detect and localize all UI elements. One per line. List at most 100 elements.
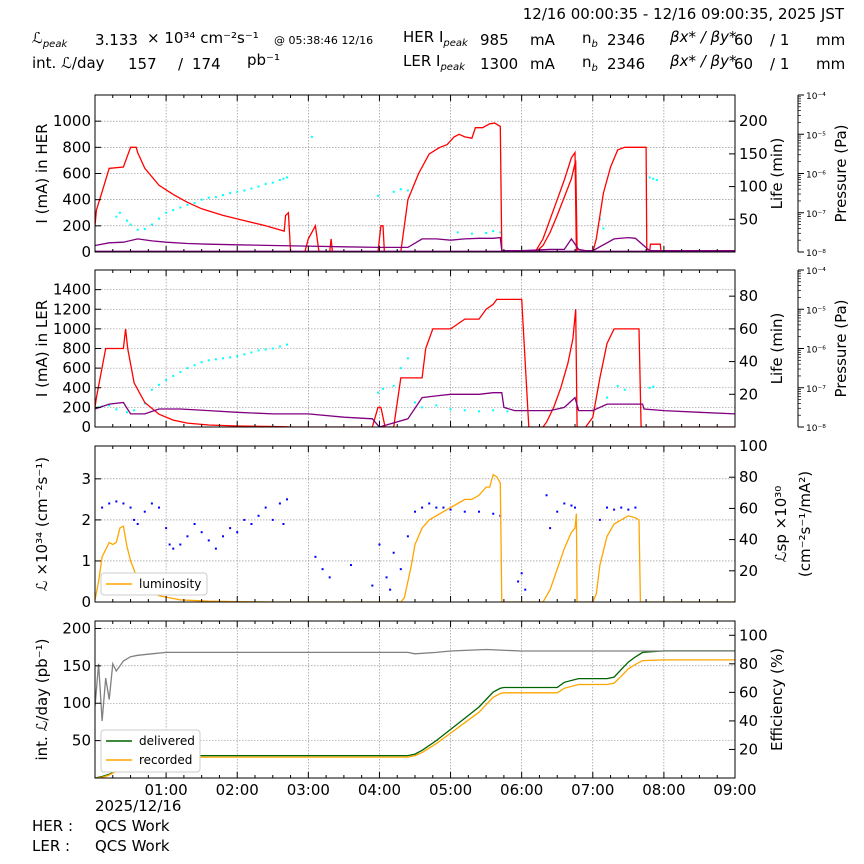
ytick-label-her-0: 0 <box>81 243 91 261</box>
lsp-point-13 <box>179 543 182 546</box>
lsp-point-43 <box>428 502 431 505</box>
xtick-label-6: 07:00 <box>571 781 614 799</box>
lsp-point-11 <box>168 543 171 546</box>
series-ler-current-0 <box>95 298 735 427</box>
pressure-point-her-27 <box>310 135 313 138</box>
lsp-point-45 <box>442 506 445 509</box>
ytick-label-intlumi-100: 100 <box>62 694 91 712</box>
ytick-label-her-1000: 1000 <box>53 112 91 130</box>
pressure-point-ler-20 <box>243 353 246 356</box>
ylabel-right-ler: Life (min) <box>768 313 786 385</box>
lsp-point-55 <box>549 527 552 530</box>
ptick-label-her-0: 10⁻⁸ <box>806 249 826 259</box>
lsp-point-40 <box>406 535 409 538</box>
lsp-point-49 <box>492 512 495 515</box>
series-intlumi-efficiency-2 <box>95 648 735 721</box>
lsp-point-9 <box>158 506 160 509</box>
rtick-label-intlumi-100: 100 <box>739 626 768 644</box>
pressure-point-her-0 <box>115 215 118 218</box>
lsp-point-4 <box>129 506 132 509</box>
ler-nb-value: 2346 <box>607 55 646 73</box>
lsp-point-8 <box>150 502 153 505</box>
intl-sep: / <box>178 55 184 73</box>
rtick-label-ler-60: 60 <box>739 320 758 338</box>
footer-ler-label: LER : <box>32 837 71 855</box>
pressure-point-ler-42 <box>623 388 626 391</box>
pressure-point-her-11 <box>186 203 189 206</box>
ytick-label-ler-1000: 1000 <box>53 320 91 338</box>
ytick-label-intlumi-150: 150 <box>62 657 91 675</box>
lsp-point-25 <box>264 506 267 509</box>
pressure-point-ler-9 <box>165 378 168 381</box>
pressure-point-her-39 <box>648 176 651 179</box>
ler-beta-y: / 1 <box>770 55 790 73</box>
pressure-point-ler-31 <box>406 357 409 360</box>
xtick-label-0: 01:00 <box>144 781 187 799</box>
pressure-point-ler-14 <box>200 361 203 364</box>
pressure-point-ler-10 <box>172 374 175 377</box>
pressure-point-her-35 <box>492 230 495 233</box>
lsp-point-24 <box>257 514 260 517</box>
rtick-label-her-200: 200 <box>739 112 768 130</box>
pressure-point-ler-11 <box>179 371 182 374</box>
ytick-label-ler-1400: 1400 <box>53 281 91 299</box>
lsp-point-30 <box>314 555 317 558</box>
pressure-point-her-2 <box>126 219 128 222</box>
lsp-point-1 <box>108 502 111 505</box>
lpeak-label: ℒpeak <box>32 31 67 50</box>
lsp-point-26 <box>271 518 274 521</box>
ler-beta-x: 60 <box>734 55 754 73</box>
pressure-point-ler-6 <box>143 402 146 405</box>
lpeak-value: 3.133 <box>95 31 138 49</box>
pressure-point-ler-35 <box>449 408 452 411</box>
data-ler <box>95 298 735 427</box>
her-ipeak-sub: peak <box>443 38 468 49</box>
her-ipeak-text: HER I <box>403 28 444 46</box>
panel-her: 0 200 400 600 800 1000 50 100 150 200 I (mA) in HE… <box>33 92 850 261</box>
pressure-point-ler-40 <box>606 396 608 399</box>
ptick-label-ler-4: 10⁻⁴ <box>806 267 826 277</box>
pressure-point-her-24 <box>278 179 281 182</box>
lpeak-symbol: ℒ <box>32 29 43 47</box>
legend-intlumi: delivered recorded <box>100 729 201 773</box>
ytick-label-ler-1200: 1200 <box>53 300 91 318</box>
rtick-label-her-50: 50 <box>739 210 758 228</box>
panel-lumi: 0 1 2 3 20 40 60 80 100 ℒ ×10³⁴ (cm⁻²s⁻¹) ℒsp ×10³… <box>33 437 814 611</box>
ylabel-right-her: Life (min) <box>768 138 786 210</box>
intl-recorded: 174 <box>192 55 221 73</box>
lsp-point-61 <box>606 506 608 509</box>
lpeak-sub: peak <box>42 39 68 50</box>
pressure-point-her-22 <box>264 182 267 185</box>
pressure-point-ler-32 <box>414 401 416 404</box>
pressure-point-her-6 <box>150 223 153 226</box>
series-her-current-2 <box>592 146 648 252</box>
legend-box-lumi <box>100 572 208 596</box>
pressure-point-her-12 <box>193 201 196 204</box>
pressure-point-ler-43 <box>648 386 651 389</box>
ptick-label-her-4: 10⁻⁴ <box>806 92 826 102</box>
ytick-label-ler-400: 400 <box>62 379 91 397</box>
pressure-point-ler-2 <box>108 404 111 407</box>
pressure-point-her-16 <box>222 194 224 197</box>
ler-ipeak-value: 1300 <box>480 55 519 73</box>
lsp-point-22 <box>243 518 246 521</box>
pressure-point-her-38 <box>602 227 605 230</box>
ptick-label-ler-1: 10⁻⁷ <box>806 385 826 395</box>
pressure-point-ler-34 <box>435 404 438 407</box>
pressure-point-ler-38 <box>492 409 495 412</box>
lpeak-unit: × 10³⁴ cm⁻²s⁻¹ <box>147 29 259 47</box>
lsp-point-36 <box>385 576 388 579</box>
ylabel-right-lumi-b: (cm⁻²s⁻¹/mA²) <box>796 471 814 577</box>
lsp-point-31 <box>321 568 324 571</box>
pressure-point-her-8 <box>165 211 168 214</box>
ytick-label-lumi-0: 0 <box>81 593 91 611</box>
pressure-point-ler-28 <box>382 387 384 390</box>
pressure-point-ler-37 <box>478 410 480 413</box>
pressure-point-ler-18 <box>229 356 232 359</box>
pressure-point-her-4 <box>136 228 139 231</box>
lsp-point-39 <box>399 568 402 571</box>
rtick-label-intlumi-80: 80 <box>739 655 758 673</box>
ylabel-her: I (mA) in HER <box>33 123 51 223</box>
pressure-point-ler-39 <box>506 410 509 413</box>
lpeak-time: @ 05:38:46 12/16 <box>274 34 374 47</box>
